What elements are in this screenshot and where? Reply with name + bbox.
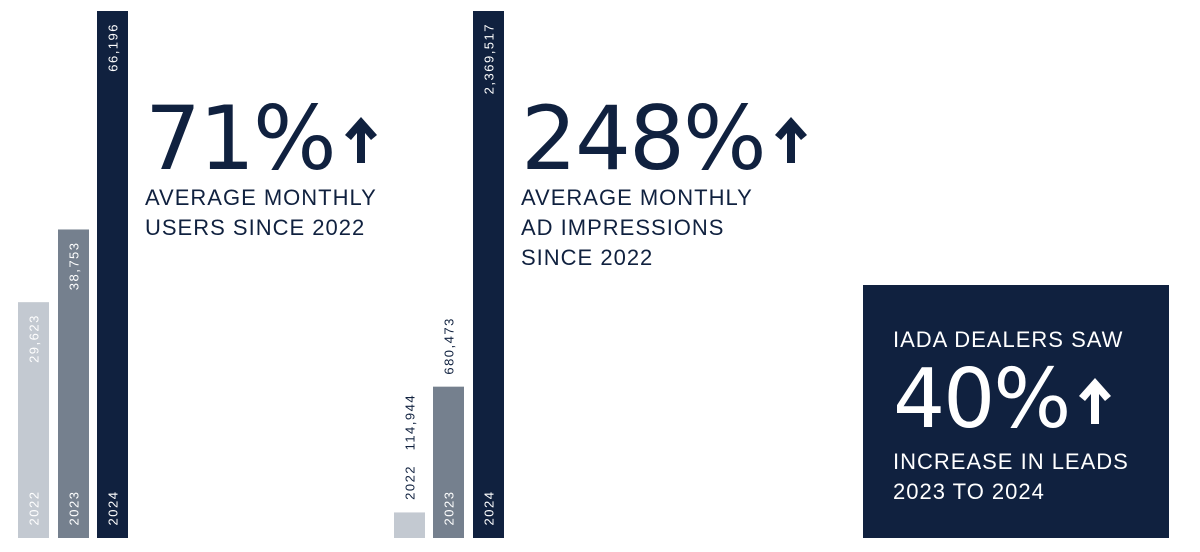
category-label-2023: 2023 <box>67 491 82 526</box>
impressions-label-line2: Ad Impressions <box>521 215 725 240</box>
impressions-percent-row: 248% <box>521 95 811 183</box>
bar-2024 <box>473 11 504 538</box>
arrow-up-icon <box>344 117 377 163</box>
users-label-line2: Users Since 2022 <box>145 215 366 240</box>
callout-line2: Increase in Leads <box>893 449 1129 474</box>
value-label-2024: 66,196 <box>106 23 121 72</box>
bar-2022 <box>18 302 49 538</box>
impressions-label-line3: Since 2022 <box>521 245 654 270</box>
bar-2022 <box>394 512 425 538</box>
category-label-2024: 2024 <box>482 491 497 526</box>
value-label-2023: 680,473 <box>442 317 457 375</box>
impressions-percent: 248% <box>521 87 767 190</box>
impressions-stat: 248% Average Monthly Ad Impressions Sinc… <box>521 95 811 273</box>
value-label-2022: 29,623 <box>27 314 42 363</box>
arrow-up-icon <box>1079 378 1112 424</box>
bar-2023 <box>433 386 464 538</box>
callout-line3: 2023 to 2024 <box>893 479 1045 504</box>
users-percent: 71% <box>145 87 337 190</box>
category-label-2023: 2023 <box>442 491 457 526</box>
bar-2023 <box>58 229 89 539</box>
callout-percent-row: 40% <box>893 359 1169 441</box>
callout-line1: IADA Dealers Saw <box>893 327 1124 352</box>
category-label-2022: 2022 <box>403 465 418 500</box>
bar-2024 <box>97 11 128 538</box>
users-label-line1: Average Monthly <box>145 185 377 210</box>
value-label-2023: 38,753 <box>67 241 82 290</box>
category-label-2024: 2024 <box>106 491 121 526</box>
value-label-2024: 2,369,517 <box>482 23 497 94</box>
leads-callout: IADA Dealers Saw 40% Increase in Leads 2… <box>863 285 1169 538</box>
users-stat: 71% Average Monthly Users Since 2022 <box>145 95 381 243</box>
users-percent-row: 71% <box>145 95 381 183</box>
impressions-label-line1: Average Monthly <box>521 185 753 210</box>
arrow-up-icon <box>774 117 807 163</box>
value-label-2022: 114,944 <box>403 394 418 451</box>
callout-percent: 40% <box>893 352 1071 447</box>
category-label-2022: 2022 <box>27 491 42 526</box>
